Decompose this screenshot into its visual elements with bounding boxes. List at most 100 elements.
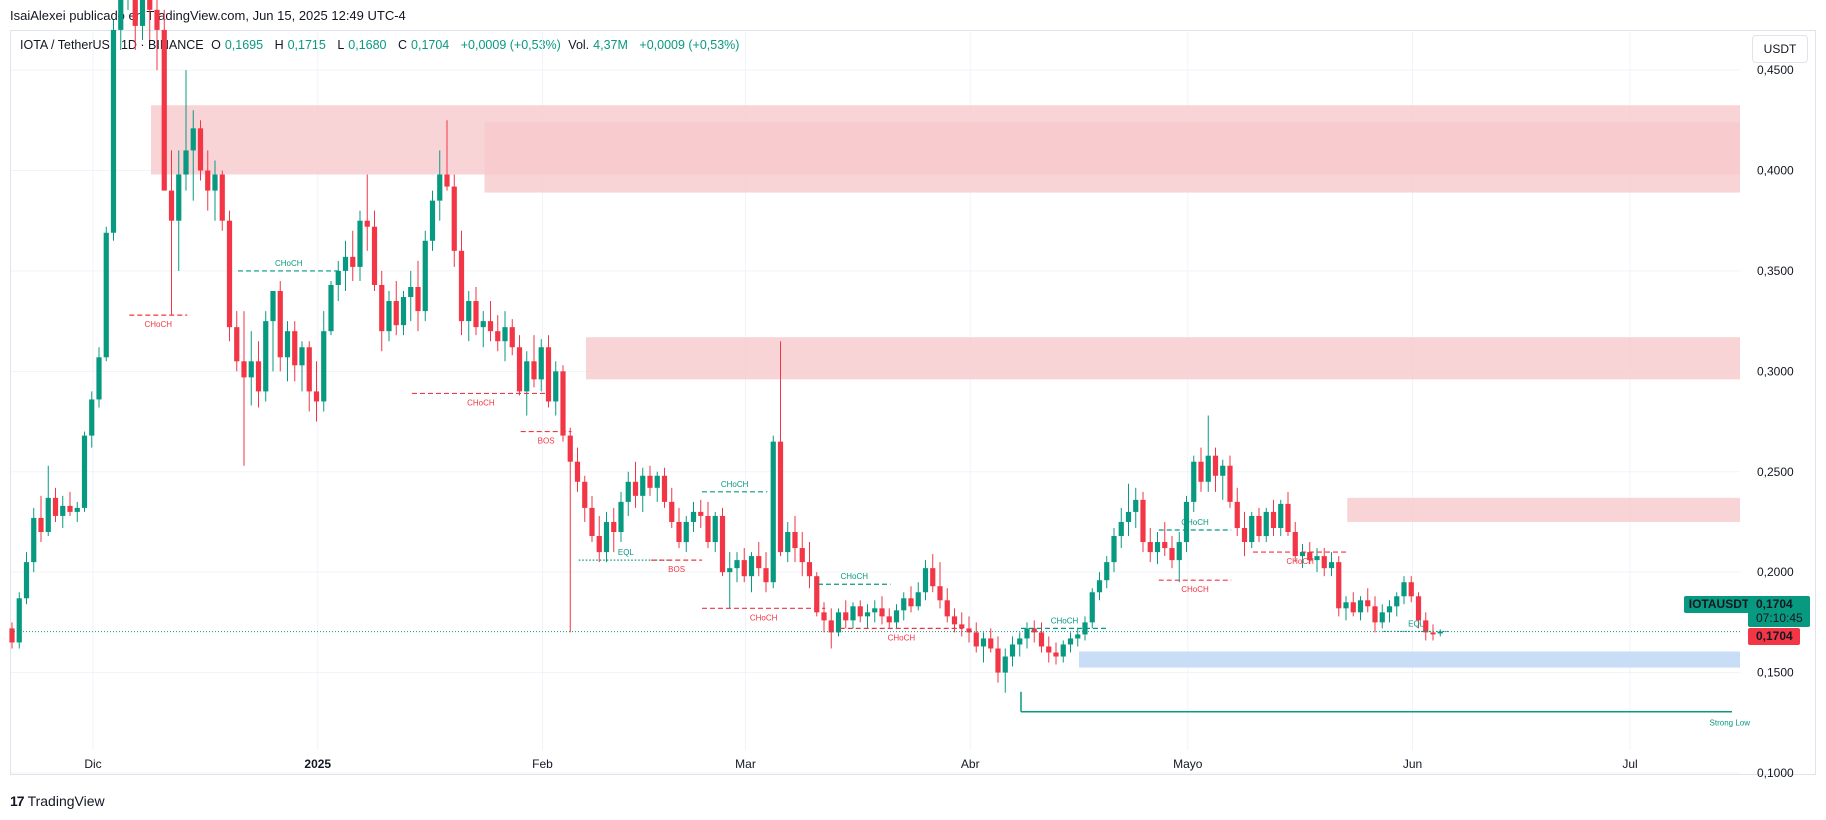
- candle-down: [1336, 562, 1342, 609]
- candle-down: [1053, 652, 1059, 657]
- tradingview-logo[interactable]: 17 TradingView: [10, 793, 105, 809]
- candle-up: [1075, 634, 1081, 639]
- x-tick-label: Mar: [735, 757, 756, 771]
- candle-down: [814, 576, 820, 613]
- y-tick-label: 0,3500: [1757, 264, 1794, 278]
- candle-up: [640, 475, 646, 496]
- candle-down: [52, 497, 59, 516]
- candle-up: [1437, 631, 1443, 634]
- currency-button[interactable]: USDT: [1752, 35, 1808, 63]
- high-readout: H 0,1715: [275, 38, 330, 52]
- chart-frame: [10, 30, 1816, 775]
- candle-up: [1357, 600, 1364, 613]
- tradingview-logo-text: TradingView: [27, 793, 105, 809]
- candle-down: [647, 475, 653, 488]
- candle-up: [872, 608, 878, 613]
- candle-up: [328, 284, 334, 332]
- supply-zone: [1347, 497, 1740, 522]
- candle-down: [1365, 600, 1371, 607]
- candle-up: [480, 321, 486, 328]
- candle-up: [1125, 511, 1132, 522]
- candle-down: [364, 220, 370, 227]
- candle-down: [944, 600, 950, 617]
- candle-down: [698, 511, 704, 516]
- candle-up: [408, 286, 414, 298]
- candle-down: [937, 586, 943, 601]
- candle-down: [966, 628, 972, 633]
- candle-up: [1118, 521, 1124, 537]
- structure-label: EQL: [1408, 619, 1425, 628]
- candle-down: [132, 0, 138, 26]
- candle-down: [154, 9, 160, 30]
- candle-down: [415, 286, 421, 312]
- candle-up: [1176, 542, 1182, 561]
- candle-down: [582, 481, 588, 508]
- open-label: O: [211, 38, 221, 52]
- candle-up: [1220, 465, 1226, 476]
- candle-up: [386, 301, 392, 332]
- y-tick-label: 0,2000: [1757, 565, 1794, 579]
- candle-up: [1278, 503, 1284, 528]
- structure-label: CHoCH: [888, 633, 916, 642]
- candle-down: [255, 361, 262, 392]
- structure-label: CHoCH: [1286, 557, 1314, 566]
- structure-label: CHoCH: [1181, 518, 1209, 527]
- candle-down: [1169, 548, 1175, 561]
- candle-down: [1234, 501, 1240, 528]
- candle-down: [219, 174, 225, 221]
- candle-up: [23, 562, 30, 599]
- chart-header: IOTA / TetherUS · 1D · BINANCE O0,1695 H…: [20, 38, 743, 52]
- candle-down: [676, 521, 682, 543]
- candle-up: [118, 0, 124, 30]
- candle-up: [727, 568, 733, 573]
- close-readout: C 0,1704: [398, 38, 453, 52]
- candle-up: [1104, 562, 1110, 581]
- candle-down: [1140, 499, 1146, 543]
- candle-up: [103, 232, 109, 358]
- open-value: 0,1695: [224, 38, 264, 52]
- published-by-line: IsaiAlexei publicado en TradingView.com,…: [10, 8, 406, 23]
- candle-up: [625, 481, 631, 502]
- candle-up: [893, 610, 900, 623]
- candle-down: [1285, 503, 1291, 533]
- candle-up: [1154, 542, 1161, 553]
- volume-readout: Vol. 4,37M: [568, 38, 632, 52]
- supply-zone: [586, 337, 1740, 380]
- candle-up: [400, 297, 407, 326]
- x-tick-label: Jul: [1622, 757, 1637, 771]
- candle-down: [589, 507, 595, 537]
- candle-up: [603, 521, 610, 553]
- candle-down: [828, 620, 834, 633]
- low-readout: L 0,1680: [337, 38, 390, 52]
- candle-up: [980, 638, 987, 647]
- candle-up: [1205, 455, 1211, 482]
- structure-label: CHoCH: [144, 320, 172, 329]
- candle-down: [886, 616, 892, 623]
- candle-up: [1394, 596, 1400, 607]
- candle-down: [234, 327, 240, 362]
- candle-up: [183, 150, 189, 175]
- candle-down: [1430, 632, 1436, 635]
- x-tick-label: Feb: [532, 757, 553, 771]
- candle-down: [799, 548, 805, 563]
- candle-down: [444, 174, 450, 187]
- open-readout: O 0,1695: [211, 38, 267, 52]
- candle-up: [1060, 644, 1066, 657]
- structure-label: CHoCH: [721, 480, 749, 489]
- candle-down: [1270, 511, 1277, 528]
- candle-up: [1183, 501, 1190, 543]
- y-tick-label: 0,2500: [1757, 465, 1794, 479]
- candle-up: [654, 475, 660, 488]
- candle-down: [67, 505, 73, 512]
- candle-up: [1111, 536, 1117, 563]
- structure-label: BOS: [538, 437, 555, 446]
- candle-down: [777, 441, 784, 553]
- candle-down: [495, 331, 501, 342]
- y-tick-label: 0,1000: [1757, 766, 1794, 780]
- volume-change-readout: +0,0009 (+0,53%): [639, 38, 740, 52]
- candle-down: [473, 301, 479, 328]
- candle-down: [930, 568, 936, 587]
- candle-down: [1408, 582, 1414, 597]
- structure-label: EQL: [618, 548, 635, 557]
